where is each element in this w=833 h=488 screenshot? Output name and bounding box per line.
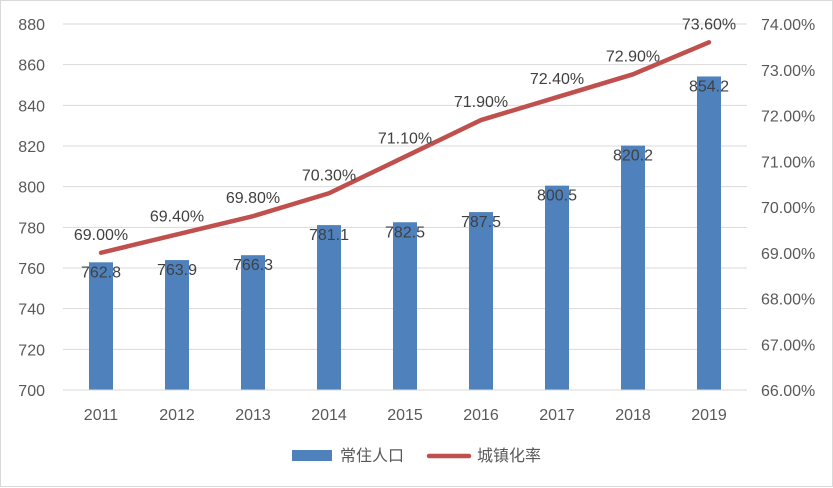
bar-data-label: 762.8: [81, 264, 121, 281]
y-right-tick-label: 69.00%: [761, 246, 815, 263]
bar: [697, 76, 721, 391]
line-data-label: 72.90%: [606, 48, 660, 65]
y-left-tick-label: 880: [18, 17, 45, 34]
data-labels: 762.8 763.9 766.3 781.1 782.5 787.5 800.5 820.2…: [74, 16, 736, 281]
line-data-label: 70.30%: [302, 167, 356, 184]
bar: [621, 145, 645, 390]
y-right-tick-label: 74.00%: [761, 17, 815, 34]
y-axis-right: 66.00% 67.00% 68.00% 69.00% 70.00% 71.00% 72.0…: [761, 17, 815, 400]
bar: [241, 255, 265, 390]
line-series: [98, 40, 712, 255]
bar-data-label: 854.2: [689, 78, 729, 95]
bar-data-label: 800.5: [537, 188, 577, 205]
bar-data-label: 763.9: [157, 262, 197, 279]
x-axis: 2011 2012 2013 2014 2015 2016 2017 2018 2019: [63, 389, 747, 424]
x-tick-label: 2013: [235, 407, 271, 424]
x-tick-label: 2019: [691, 407, 727, 424]
y-left-tick-label: 820: [18, 139, 45, 156]
y-right-tick-label: 72.00%: [761, 109, 815, 126]
y-left-tick-label: 740: [18, 302, 45, 319]
bar-data-label: 766.3: [233, 257, 273, 274]
x-tick-label: 2011: [84, 407, 119, 424]
line-data-label: 71.90%: [454, 94, 508, 111]
bar: [393, 222, 417, 390]
y-left-tick-label: 840: [18, 98, 45, 115]
x-tick-label: 2014: [311, 407, 347, 424]
y-left-tick-label: 780: [18, 220, 45, 237]
line-data-label: 69.00%: [74, 227, 128, 244]
y-right-tick-label: 67.00%: [761, 337, 815, 354]
y-left-tick-label: 700: [18, 383, 45, 400]
legend-label-line: 城镇化率: [477, 446, 541, 465]
x-tick-label: 2017: [539, 407, 575, 424]
bar-data-label: 782.5: [385, 224, 425, 241]
y-left-tick-label: 720: [18, 342, 45, 359]
y-right-tick-label: 66.00%: [761, 383, 815, 400]
legend: 常住人口 城镇化率: [292, 446, 541, 465]
y-axis-left: 700 720 740 760 780 800 820 840 860 880: [18, 17, 45, 400]
bar-series: [89, 76, 721, 391]
bar-data-label: 787.5: [461, 214, 501, 231]
legend-label-bar: 常住人口: [340, 446, 404, 465]
y-right-tick-label: 68.00%: [761, 292, 815, 309]
x-tick-label: 2015: [387, 407, 423, 424]
y-left-tick-label: 860: [18, 58, 45, 75]
line-data-label: 71.10%: [378, 131, 432, 148]
x-tick-label: 2018: [615, 407, 651, 424]
y-right-tick-label: 70.00%: [761, 200, 815, 217]
bar: [89, 262, 113, 390]
y-left-tick-label: 760: [18, 261, 45, 278]
legend-swatch-bar: [292, 450, 332, 461]
bar-data-label: 781.1: [309, 227, 349, 244]
y-right-tick-label: 73.00%: [761, 63, 815, 80]
line-data-label: 72.40%: [530, 71, 584, 88]
line-data-label: 69.40%: [150, 208, 204, 225]
y-left-tick-label: 800: [18, 180, 45, 197]
bar-data-label: 820.2: [613, 148, 653, 165]
line-data-label: 73.60%: [682, 16, 736, 33]
line-data-label: 69.80%: [226, 190, 280, 207]
x-tick-label: 2012: [159, 407, 195, 424]
line-series-path: [98, 40, 712, 255]
y-right-tick-label: 71.00%: [761, 154, 815, 171]
x-tick-label: 2016: [463, 407, 499, 424]
bar: [165, 260, 189, 390]
bar: [317, 225, 341, 390]
bar: [545, 185, 569, 390]
bar: [469, 212, 493, 390]
